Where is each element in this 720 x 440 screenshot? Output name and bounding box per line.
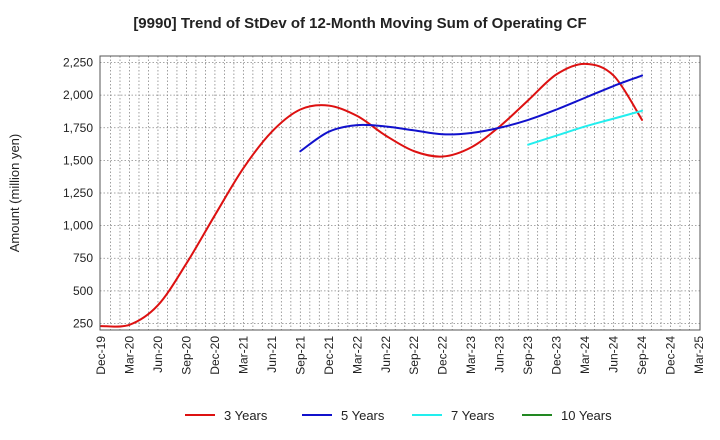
x-tick-label: Sep-20 (179, 336, 193, 375)
x-tick-label: Dec-24 (664, 336, 678, 375)
y-tick-label: 2,000 (63, 88, 93, 102)
y-tick-label: 1,500 (63, 153, 93, 167)
x-tick-label: Mar-20 (122, 336, 136, 374)
x-tick-label: Mar-25 (692, 336, 706, 374)
series-line-7-years (527, 109, 644, 146)
y-axis-label: Amount (million yen) (7, 134, 22, 253)
x-tick-label: Sep-23 (521, 336, 535, 375)
x-tick-label: Jun-21 (265, 336, 279, 373)
x-axis: Dec-19 Mar-20 Jun-20 Sep-20 Dec-20 Mar-21 Jun-… (94, 336, 706, 375)
x-tick-label: Mar-23 (464, 336, 478, 374)
series-group (100, 62, 644, 328)
plot-border (99, 55, 701, 331)
x-tick-label: Jun-24 (607, 336, 621, 373)
x-tick-label: Mar-21 (236, 336, 250, 374)
grid (100, 56, 700, 330)
x-tick-label: Sep-22 (407, 336, 421, 375)
x-tick-label: Jun-22 (379, 336, 393, 373)
plot-area (100, 56, 700, 330)
series-line-5-years (299, 74, 644, 153)
legend-label-10-years: 10 Years (561, 408, 612, 423)
x-tick-label: Sep-21 (293, 336, 307, 375)
y-tick-label: 2,250 (63, 56, 93, 70)
y-tick-label: 1,250 (63, 186, 93, 200)
y-tick-label: 1,750 (63, 121, 93, 135)
x-tick-label: Dec-19 (94, 336, 108, 375)
legend: 3 Years 5 Years 7 Years 10 Years (185, 408, 612, 423)
legend-label-5-years: 5 Years (341, 408, 385, 423)
legend-label-7-years: 7 Years (451, 408, 495, 423)
x-tick-label: Mar-24 (578, 336, 592, 374)
x-tick-label: Dec-23 (550, 336, 564, 375)
y-tick-label: 750 (73, 251, 93, 265)
legend-label-3-years: 3 Years (224, 408, 268, 423)
x-tick-label: Dec-21 (322, 336, 336, 375)
x-tick-label: Jun-23 (493, 336, 507, 373)
y-tick-label: 500 (73, 284, 93, 298)
x-tick-label: Sep-24 (635, 336, 649, 375)
chart-title: [9990] Trend of StDev of 12-Month Moving… (133, 15, 586, 32)
x-tick-label: Dec-22 (436, 336, 450, 375)
y-tick-label: 250 (73, 316, 93, 330)
y-axis: 250 500 750 1,000 1,250 1,500 1,750 2,000 2,250 (63, 56, 93, 331)
y-tick-label: 1,000 (63, 219, 93, 233)
x-tick-label: Mar-22 (350, 336, 364, 374)
x-tick-label: Jun-20 (151, 336, 165, 373)
x-tick-label: Dec-20 (208, 336, 222, 375)
